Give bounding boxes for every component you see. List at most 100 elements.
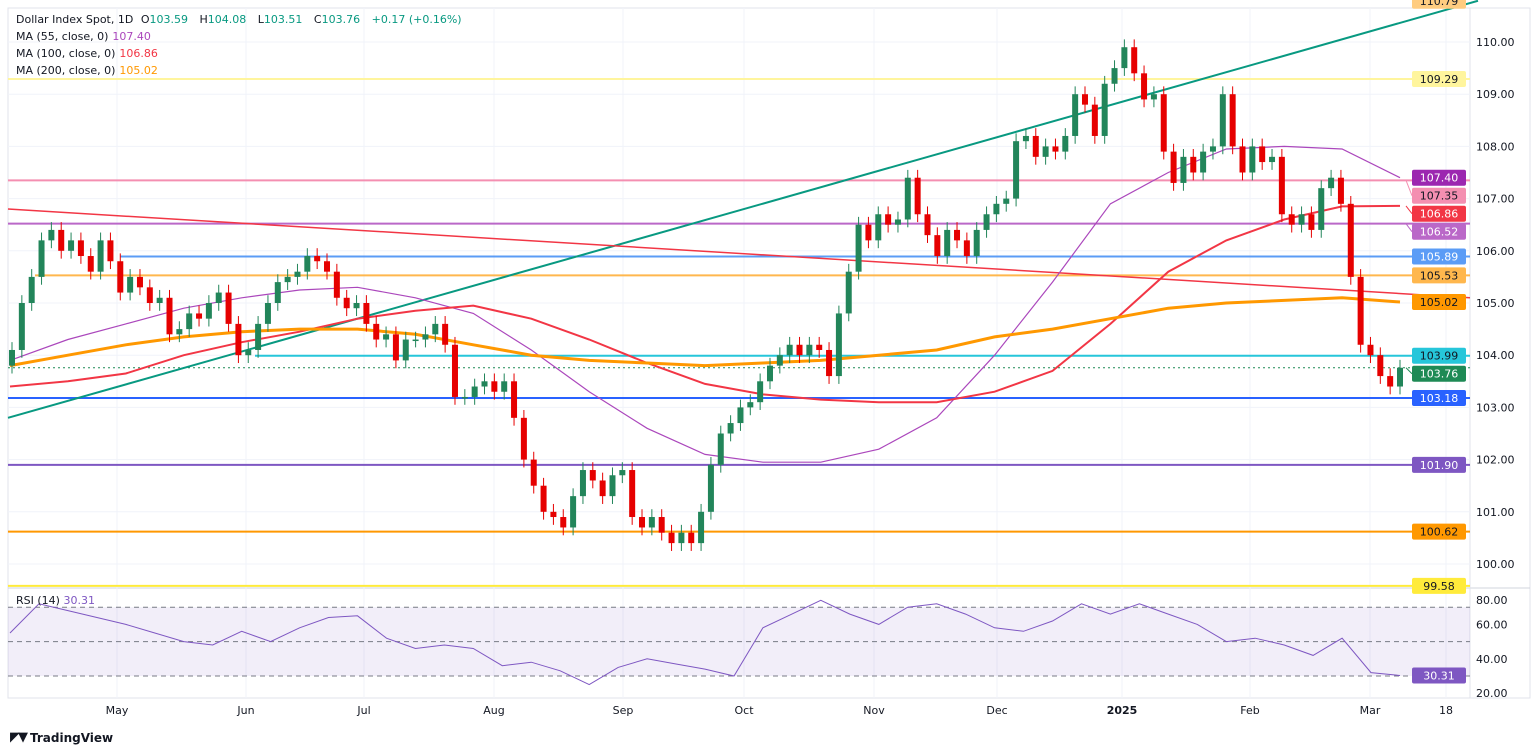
candle-body xyxy=(983,214,990,230)
tradingview-logo[interactable]: ◤▼ TradingView xyxy=(10,730,113,745)
downtrend-line xyxy=(7,208,1471,299)
candle-body xyxy=(245,349,252,356)
candle-body xyxy=(77,240,84,257)
y-tick-label: 109.00 xyxy=(1476,88,1515,101)
rsi-label: RSI (14) xyxy=(16,594,60,607)
price-label-connector xyxy=(1405,223,1413,233)
candle-body xyxy=(412,339,419,342)
y-tick-label: 102.00 xyxy=(1476,454,1515,467)
candle-body xyxy=(707,464,714,512)
candle-body xyxy=(48,229,55,241)
candle-body xyxy=(1121,47,1128,69)
high-value: 104.08 xyxy=(207,13,247,26)
candle-body xyxy=(717,433,724,465)
ma100-legend[interactable]: MA (100, close, 0) 106.86 xyxy=(16,46,162,62)
candle-body xyxy=(264,303,271,324)
ma-line-55 xyxy=(9,145,1401,463)
candle-body xyxy=(1052,146,1059,152)
x-tick: May xyxy=(105,704,129,717)
candle-body xyxy=(1131,47,1138,74)
y-tick-label: 106.00 xyxy=(1476,245,1515,258)
candle-body xyxy=(639,517,646,528)
rsi-legend[interactable]: RSI (14) 30.31 xyxy=(16,593,95,609)
candle-body xyxy=(1062,135,1069,152)
candle-body xyxy=(737,407,744,424)
candle-body xyxy=(225,292,232,324)
candle-body xyxy=(1003,198,1010,204)
candle-body xyxy=(776,355,783,366)
rsi-value-label: 30.31 xyxy=(1423,669,1455,682)
candle-body xyxy=(589,470,596,481)
candle-body xyxy=(491,381,498,392)
candle-body xyxy=(629,470,636,518)
candle-body xyxy=(28,276,35,303)
open-label: O xyxy=(140,13,150,26)
candle-body xyxy=(530,459,537,486)
price-label-107.40: 107.40 xyxy=(1420,172,1459,185)
candle-body xyxy=(865,224,872,241)
y-tick-label: 110.00 xyxy=(1476,36,1515,49)
ma55-value: 107.40 xyxy=(112,30,151,43)
price-label-105.53: 105.53 xyxy=(1420,269,1459,282)
candle-body xyxy=(255,323,262,350)
candle-body xyxy=(835,313,842,377)
candle-body xyxy=(1180,156,1187,183)
candle-body xyxy=(1337,177,1344,204)
candle-body xyxy=(1387,376,1394,387)
ma55-legend[interactable]: MA (55, close, 0) 107.40 xyxy=(16,29,155,45)
candle-body xyxy=(1170,151,1177,183)
chart-frame xyxy=(7,7,1531,699)
candle-body xyxy=(68,240,75,251)
candle-body xyxy=(550,511,557,518)
candle-body xyxy=(146,287,153,303)
price-label-103.99: 103.99 xyxy=(1420,350,1459,363)
candle-body xyxy=(648,517,655,528)
price-label-connector xyxy=(1405,205,1413,215)
x-tick: Aug xyxy=(483,704,505,717)
ohlc-open: O103.59 xyxy=(141,13,192,26)
ma55-label: MA (55, close, 0) xyxy=(16,30,109,43)
candle-body xyxy=(176,329,183,335)
high-label: H xyxy=(199,13,208,26)
candle-body xyxy=(422,334,429,340)
ma-line-200 xyxy=(9,296,1401,368)
candle-body xyxy=(875,214,882,241)
candle-body xyxy=(678,532,685,544)
price-label-103.99-bg xyxy=(1412,347,1466,364)
price-label-103.18: 103.18 xyxy=(1420,392,1459,405)
candle-body xyxy=(1072,94,1079,136)
x-tick: Nov xyxy=(863,704,885,717)
candle-body xyxy=(235,323,242,356)
candle-body xyxy=(392,334,399,361)
candle-body xyxy=(1042,146,1049,157)
candle-body xyxy=(324,261,331,272)
ma200-legend[interactable]: MA (200, close, 0) 105.02 xyxy=(16,63,162,79)
candle-body xyxy=(1269,156,1276,163)
candle-body xyxy=(1013,141,1020,199)
y-tick-label: 108.00 xyxy=(1476,140,1515,153)
candle-body xyxy=(520,417,527,460)
candle-body xyxy=(757,381,764,403)
candle-body xyxy=(944,229,951,257)
price-label-103.18-bg xyxy=(1412,390,1466,407)
rsi-tick-label: 20.00 xyxy=(1476,687,1508,700)
y-tick-label: 100.00 xyxy=(1476,558,1515,571)
candle-body xyxy=(904,177,911,220)
candle-body xyxy=(1150,94,1157,100)
candle-body xyxy=(727,423,734,434)
candle-body xyxy=(343,297,350,309)
ma200-label: MA (200, close, 0) xyxy=(16,64,116,77)
rsi-tick-label: 60.00 xyxy=(1476,618,1508,631)
open-value: 103.59 xyxy=(149,13,189,26)
candle-body xyxy=(196,313,203,319)
price-label-106.52-bg xyxy=(1412,223,1466,240)
candle-body xyxy=(698,511,705,544)
candle-body xyxy=(58,229,65,251)
price-label-106.86-bg xyxy=(1412,205,1466,222)
candle-body xyxy=(1141,73,1148,100)
tradingview-logo-icon: ◤▼ xyxy=(10,730,28,745)
candle-body xyxy=(1101,83,1108,136)
candle-body xyxy=(314,256,321,262)
price-label-105.89-bg xyxy=(1412,248,1466,265)
